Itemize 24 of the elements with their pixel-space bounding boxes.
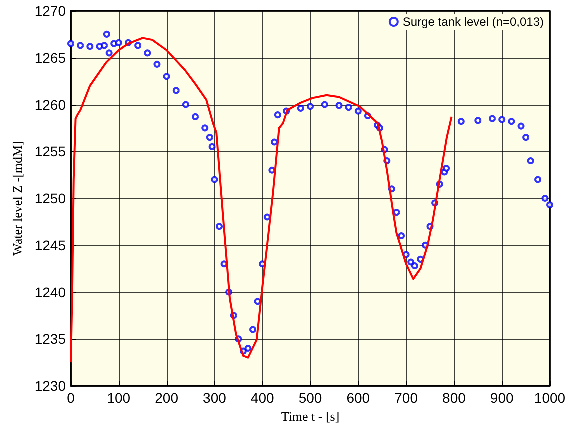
x-tick-label: 900 <box>490 390 514 406</box>
y-tick-label: 1245 <box>34 237 66 254</box>
y-tick-label: 1235 <box>34 331 66 348</box>
x-tick-label: 800 <box>442 390 466 406</box>
y-tick-label: 1265 <box>34 50 66 66</box>
x-tick-label: 100 <box>107 390 131 406</box>
x-tick-label: 1000 <box>534 390 566 406</box>
x-tick-label: 200 <box>155 390 179 406</box>
x-axis-title: Time t - [s] <box>281 408 340 424</box>
x-tick-label: 300 <box>203 390 227 406</box>
x-tick-label: 700 <box>394 390 418 406</box>
legend-label: Surge tank level (n=0,013) <box>402 15 544 29</box>
y-tick-label: 1250 <box>34 190 66 206</box>
y-tick-label: 1270 <box>34 3 66 19</box>
x-tick-label: 0 <box>67 390 76 406</box>
y-tick-label: 1260 <box>34 96 66 113</box>
x-tick-label: 600 <box>346 390 370 406</box>
y-tick-label: 1255 <box>34 144 66 160</box>
line-series <box>70 37 453 364</box>
x-tick-label: 400 <box>250 390 274 406</box>
y-tick-label: 1240 <box>34 284 66 300</box>
y-tick-label: 1230 <box>34 378 66 394</box>
x-tick-label: 500 <box>298 390 322 406</box>
y-axis-title: Water level Z -[mdM] <box>10 141 25 256</box>
